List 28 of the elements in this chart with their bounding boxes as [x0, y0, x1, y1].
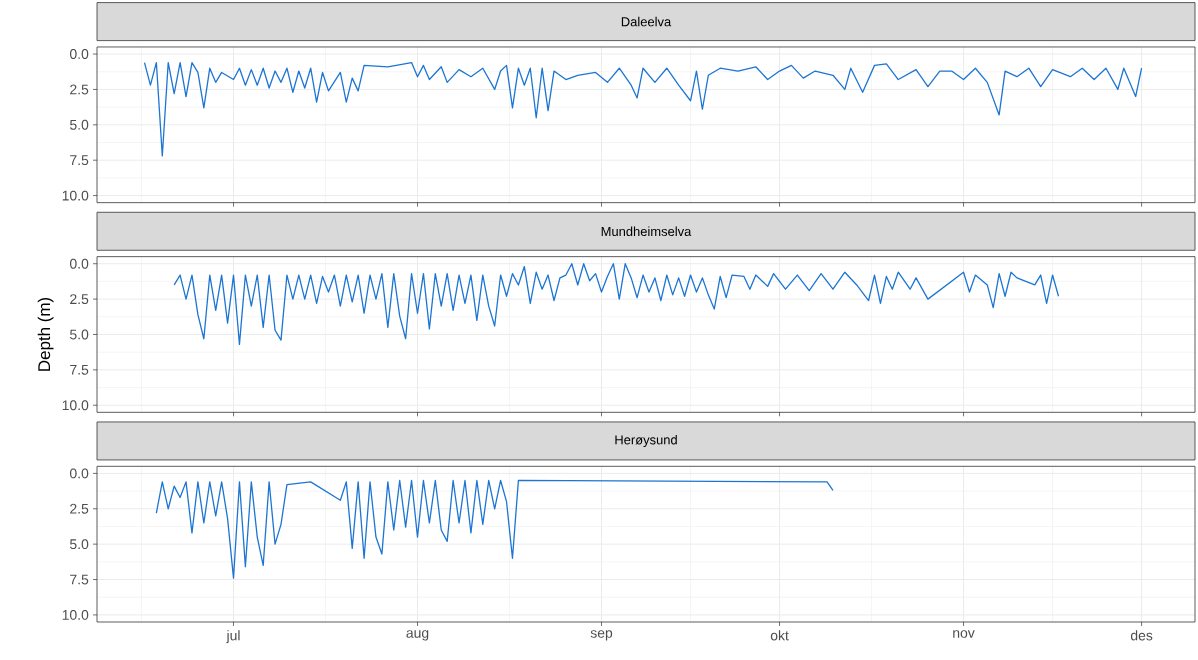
y-tick-label: 10.0	[62, 609, 89, 620]
x-tick-label: aug	[406, 630, 429, 641]
y-tick-label: 0.0	[69, 258, 89, 269]
line-series	[155, 479, 834, 579]
chart-title: Herøysund	[615, 434, 677, 447]
y-tick-label: 7.5	[70, 155, 89, 166]
y-tick-label: 10.0	[62, 190, 89, 201]
y-tick-label: 0.0	[69, 468, 89, 479]
y-tick-label: 7.5	[70, 574, 89, 585]
line-series	[143, 61, 1143, 157]
chart-title: Mundheimselva	[601, 226, 692, 237]
x-tick-label: sep	[590, 630, 613, 641]
y-tick-label: 2.5	[70, 84, 89, 95]
y-tick-label: 2.5	[70, 503, 89, 514]
x-tick-label: okt	[770, 630, 789, 641]
x-tick-label: jul	[226, 630, 240, 644]
y-tick-label: 5.0	[70, 329, 89, 340]
x-tick-label: nov	[953, 630, 975, 638]
line-series	[173, 263, 1060, 346]
x-tick-label: des	[1130, 630, 1153, 641]
y-tick-label: 5.0	[70, 539, 89, 550]
y-tick-label: 7.5	[70, 365, 89, 375]
y-tick-label: 10.0	[62, 400, 89, 411]
chart-title: Daleelva	[621, 16, 672, 27]
y-tick-label: 0.0	[69, 49, 89, 59]
y-tick-label: 2.5	[70, 294, 89, 305]
y-tick-label: 5.0	[70, 119, 89, 130]
y-axis-title: Depth (m)	[37, 297, 54, 371]
